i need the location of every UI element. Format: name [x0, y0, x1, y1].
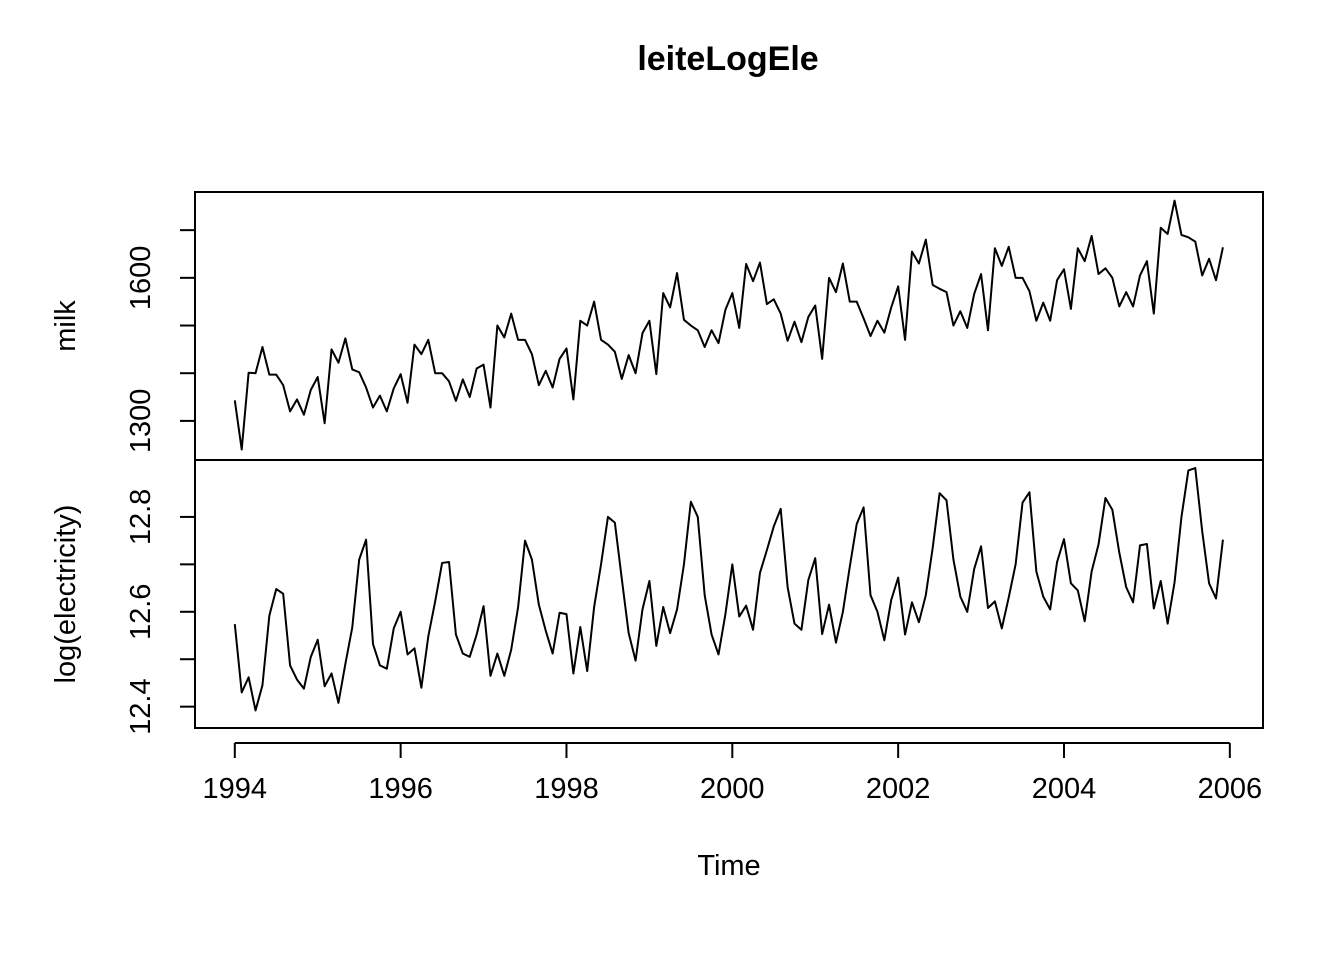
x-tick-label: 1994 — [203, 773, 268, 805]
panel-milk-ylabel: milk — [50, 300, 82, 352]
x-tick-label: 2002 — [866, 773, 931, 805]
electricity-y-tick-label: 12.8 — [125, 489, 157, 545]
x-axis-label: Time — [697, 850, 760, 882]
electricity-y-tick-label: 12.4 — [125, 678, 157, 734]
panel-milk-frame — [194, 191, 1264, 461]
x-axis: 1994 1996 1998 2000 2002 2004 2006 — [203, 742, 1263, 805]
x-tick-label: 1998 — [534, 773, 599, 805]
x-tick-label: 2004 — [1032, 773, 1097, 805]
milk-y-tick-label: 1600 — [125, 246, 157, 311]
x-tick-label: 2000 — [700, 773, 765, 805]
chart-title: leiteLogEle — [637, 40, 818, 78]
panel-electricity-frame — [194, 459, 1264, 729]
x-tick-label: 2006 — [1198, 773, 1263, 805]
electricity-y-tick-label: 12.6 — [125, 584, 157, 640]
x-tick-label: 1996 — [368, 773, 433, 805]
milk-y-tick-label: 1300 — [125, 389, 157, 454]
electricity-series-line — [233, 467, 1224, 712]
milk-series-line — [233, 199, 1224, 451]
panel-electricity-ylabel: log(electricity) — [50, 505, 82, 684]
milk-y-axis: 1300 1600 — [125, 229, 195, 454]
electricity-y-axis: 12.4 12.6 12.8 — [125, 489, 195, 735]
